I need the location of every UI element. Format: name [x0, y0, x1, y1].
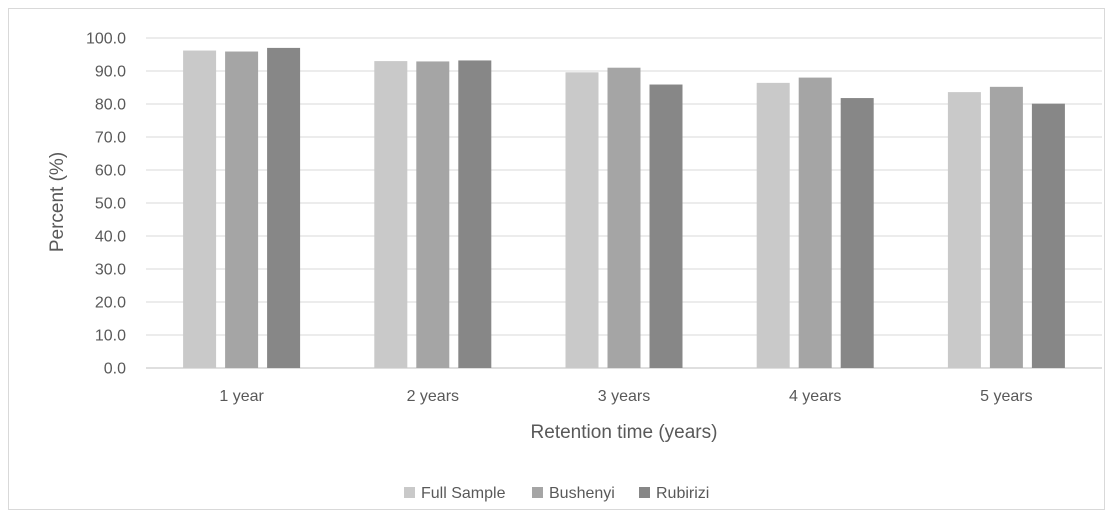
y-axis-ticks: 0.0 10.0 20.0 30.0 40.0 50.0 60.0 70.0 80.0 90.0 1…	[86, 31, 126, 378]
bar-rubirizi	[1031, 103, 1065, 369]
x-tick-label: 2 years	[407, 388, 459, 405]
bar-rubirizi	[840, 98, 874, 368]
y-tick-label: 20.0	[95, 295, 126, 312]
y-tick-label: 40.0	[95, 229, 126, 246]
y-tick-label: 90.0	[95, 64, 126, 81]
bar-full-sample	[947, 92, 981, 369]
y-tick-label: 60.0	[95, 163, 126, 180]
x-tick-label: 4 years	[789, 388, 841, 405]
x-axis-title: Retention time (years)	[531, 422, 718, 443]
x-tick-label: 3 years	[598, 388, 650, 405]
legend-label: Rubirizi	[656, 485, 709, 502]
bar-full-sample	[374, 61, 408, 368]
bar-bushenyi	[225, 51, 259, 368]
legend-swatch	[532, 487, 543, 498]
legend-label: Full Sample	[421, 485, 506, 502]
bar-rubirizi	[649, 84, 683, 368]
legend: Full Sample Bushenyi Rubirizi	[404, 485, 709, 502]
y-axis-title: Percent (%)	[47, 152, 68, 252]
y-tick-label: 70.0	[95, 130, 126, 147]
x-tick-label: 1 year	[219, 388, 264, 405]
bar-full-sample	[756, 82, 790, 368]
bar-rubirizi	[458, 60, 492, 368]
bar-full-sample	[565, 72, 599, 368]
bar-full-sample	[183, 50, 217, 368]
bar-rubirizi	[267, 47, 301, 369]
legend-label: Bushenyi	[549, 485, 615, 502]
y-tick-label: 80.0	[95, 97, 126, 114]
bar-bushenyi	[798, 77, 832, 368]
bar-bushenyi	[607, 67, 641, 368]
bar-bushenyi	[416, 61, 450, 369]
y-tick-label: 0.0	[104, 361, 126, 378]
y-tick-label: 30.0	[95, 262, 126, 279]
legend-swatch	[404, 487, 415, 498]
y-tick-label: 50.0	[95, 196, 126, 213]
bar-bushenyi	[989, 86, 1023, 368]
x-axis-ticks: 1 year 2 years 3 years 4 years 5 years	[219, 388, 1032, 405]
y-tick-label: 100.0	[86, 31, 126, 48]
x-tick-label: 5 years	[980, 388, 1032, 405]
bars	[183, 47, 1065, 369]
legend-swatch	[639, 487, 650, 498]
y-tick-label: 10.0	[95, 328, 126, 345]
